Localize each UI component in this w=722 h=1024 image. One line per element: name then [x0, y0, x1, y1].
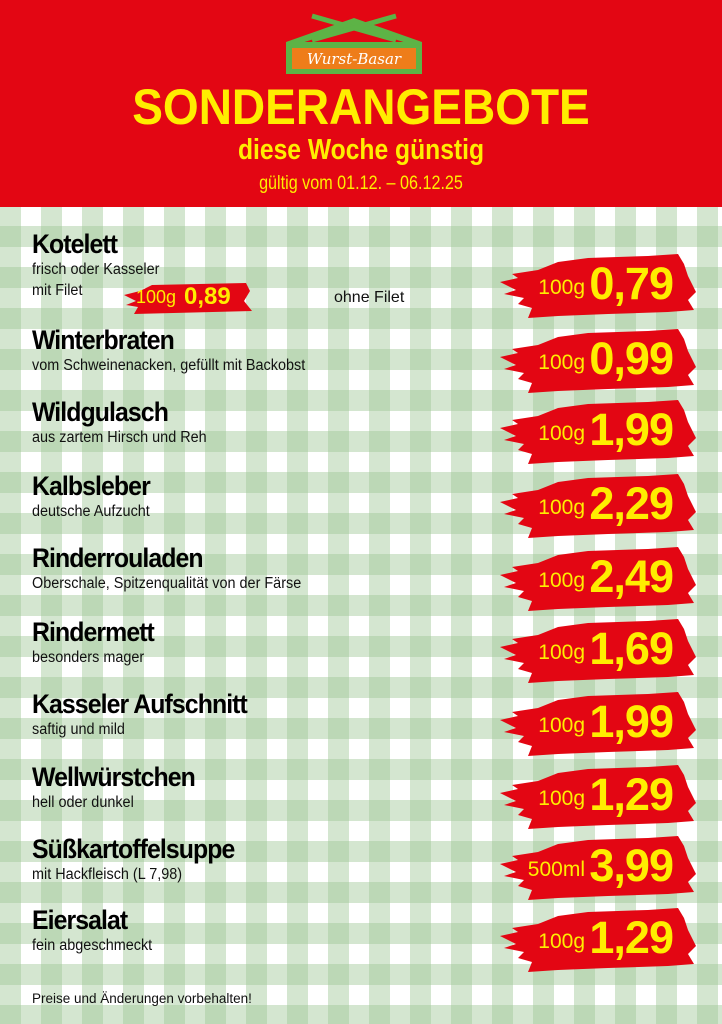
price-tag: 100g 2,49	[498, 545, 703, 611]
validity-dates: gültig vom 01.12. – 06.12.25	[259, 173, 463, 194]
price-tag-with-filet: 100g 0,89	[122, 281, 254, 315]
item-title: Kalbsleber	[32, 471, 151, 501]
item-description: deutsche Aufzucht	[32, 503, 150, 520]
offer-item: Süßkartoffelsuppe mit Hackfleisch (L 7,98…	[32, 834, 252, 885]
price-value: 0,99	[589, 333, 674, 384]
brush-stroke-icon	[500, 329, 696, 393]
price-unit: 100g	[538, 351, 585, 374]
price-unit: 100g	[538, 422, 585, 445]
brush-stroke-icon	[500, 474, 696, 538]
price-value: 1,99	[589, 696, 674, 747]
price-unit: 100g	[538, 714, 585, 737]
price-tag: 100g 1,29	[498, 906, 703, 972]
price-unit: 100g	[538, 569, 585, 592]
brush-stroke-icon	[500, 692, 696, 756]
price-value: 1,29	[589, 912, 674, 963]
offer-item: Wellwürstchen hell oder dunkel	[32, 762, 209, 813]
price-unit: 100g	[538, 496, 585, 519]
wurst-basar-logo: Wurst-Basar	[286, 13, 422, 74]
price-tag: 100g 1,99	[498, 690, 703, 756]
price-value: 1,99	[589, 404, 674, 455]
disclaimer: Preise und Änderungen vorbehalten!	[32, 991, 252, 1006]
brush-stroke-icon	[500, 836, 696, 900]
item-description: aus zartem Hirsch und Reh	[32, 429, 207, 446]
item-title: Rinderrouladen	[32, 543, 204, 573]
item-title: Rindermett	[32, 617, 155, 647]
brush-stroke-icon	[500, 547, 696, 611]
price-unit: 100g	[538, 787, 585, 810]
price-tag: 100g 0,99	[498, 327, 703, 393]
price-unit: 100g	[538, 276, 585, 299]
brush-stroke-icon	[124, 283, 252, 314]
ohne-filet-label: ohne Filet	[334, 289, 405, 306]
item-title: Wildgulasch	[32, 397, 169, 427]
offer-item: Wildgulasch aus zartem Hirsch und Reh	[32, 397, 220, 448]
price-unit: 100g	[538, 641, 585, 664]
item-title: Kotelett	[32, 229, 118, 259]
price-tag: 500ml 3,99	[498, 834, 703, 900]
offer-item: Kotelett frisch oder Kasseler mit Filet	[32, 229, 169, 301]
brush-stroke-icon	[500, 765, 696, 829]
item-description: mit Hackfleisch (L 7,98)	[32, 866, 183, 883]
price-value: 3,99	[589, 840, 674, 891]
price-value: 2,29	[589, 478, 674, 529]
price-unit: 100g	[538, 930, 585, 953]
offer-item: Rinderrouladen Oberschale, Spitzenqualitä…	[32, 543, 322, 594]
brush-stroke-icon	[500, 400, 696, 464]
svg-text:Wurst-Basar: Wurst-Basar	[307, 50, 402, 68]
price-value: 2,49	[589, 551, 674, 602]
offer-item: Rindermett besonders mager	[32, 617, 165, 668]
item-description: vom Schweinenacken, gefüllt mit Backobst	[32, 357, 306, 374]
item-description: Oberschale, Spitzenqualität von der Färs…	[32, 575, 302, 592]
price-tag: 100g 0,79	[498, 252, 703, 318]
brush-stroke-icon	[500, 908, 696, 972]
subtitle: diese Woche günstig	[237, 134, 485, 166]
offer-item: Eiersalat fein abgeschmeckt	[32, 905, 161, 956]
brush-stroke-icon	[500, 254, 696, 318]
price-value: 1,69	[589, 623, 674, 674]
offer-item: Kasseler Aufschnitt saftig und mild	[32, 689, 266, 740]
price-value: 1,29	[589, 769, 674, 820]
page-title: SONDERANGEBOTE	[132, 79, 590, 135]
item-description: fein abgeschmeckt	[32, 937, 153, 954]
price-value: 0,79	[589, 258, 674, 309]
item-description: besonders mager	[32, 649, 145, 666]
price-tag: 100g 1,69	[498, 617, 703, 683]
item-title: Winterbraten	[32, 325, 175, 355]
item-description: frisch oder Kasseler	[32, 261, 160, 278]
item-description: hell oder dunkel	[32, 794, 134, 811]
price-tag: 100g 1,29	[498, 763, 703, 829]
item-description: saftig und mild	[32, 721, 125, 738]
price-tag: 100g 2,29	[498, 472, 703, 538]
item-title: Süßkartoffelsuppe	[32, 834, 235, 864]
item-title: Eiersalat	[32, 905, 128, 935]
item-description: mit Filet	[32, 282, 83, 299]
brush-stroke-icon	[500, 619, 696, 683]
price-tag: 100g 1,99	[498, 398, 703, 464]
offer-item: Winterbraten vom Schweinenacken, gefüllt …	[32, 325, 326, 376]
offer-item: Kalbsleber deutsche Aufzucht	[32, 471, 160, 522]
item-title: Kasseler Aufschnitt	[32, 689, 248, 719]
price-unit: 500ml	[527, 858, 585, 881]
item-title: Wellwürstchen	[32, 762, 196, 792]
header-banner: Wurst-Basar SONDERANGEBOTE diese Woche g…	[0, 0, 722, 207]
